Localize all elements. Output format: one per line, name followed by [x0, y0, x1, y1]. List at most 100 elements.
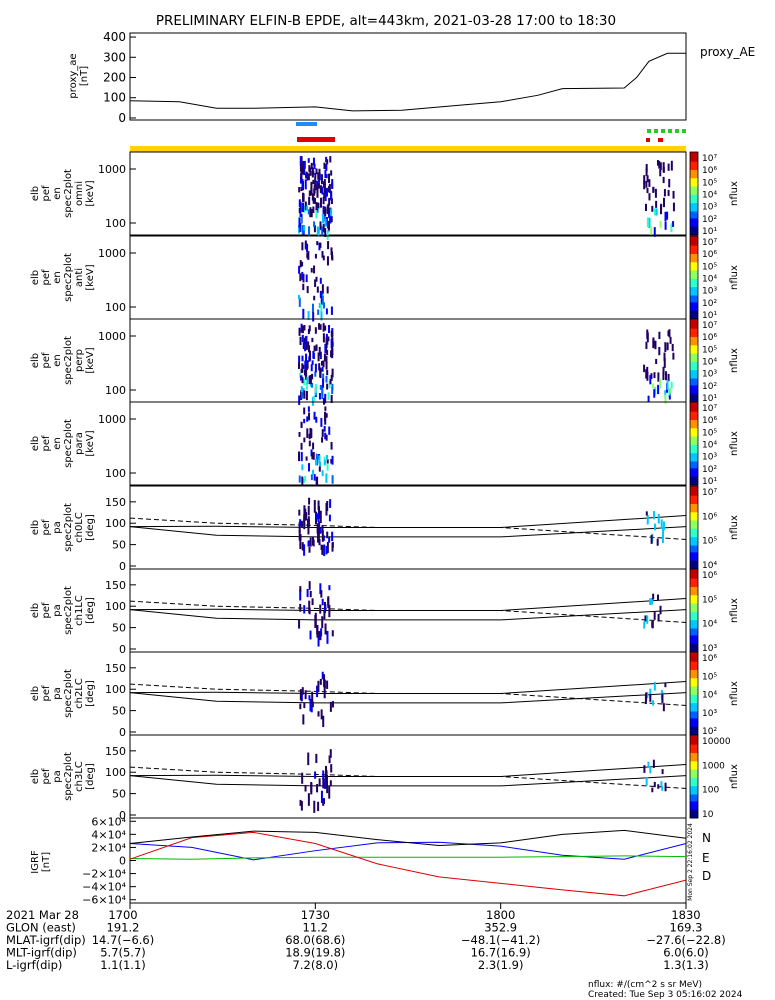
spec-pixel	[656, 160, 659, 166]
colorbar-segment	[690, 284, 698, 287]
spec-pixel	[307, 173, 310, 181]
colorbar-segment	[690, 359, 698, 361]
spec-pixel	[330, 216, 333, 223]
colorbar-tick-label: 10⁶	[702, 512, 717, 522]
colorbar-tick-label: 10⁶	[702, 654, 717, 664]
colorbar-segment	[690, 152, 698, 154]
colorbar-segment	[690, 705, 698, 708]
spec-pixel	[331, 368, 334, 378]
spec-pixel	[328, 426, 331, 435]
spec-pixel	[306, 360, 309, 369]
colorbar-segment	[690, 793, 698, 795]
spectrogram-panel: 1000 100 elb pef en spec2plot anti [keV] 10⁷ 10⁶ 1…	[30, 235, 740, 322]
colorbar-segment	[690, 557, 698, 560]
panel-ylabel-line: perp	[74, 349, 85, 372]
colorbar-segment	[690, 260, 698, 263]
colorbar-tick-label: 10⁷	[702, 321, 717, 331]
colorbar-tick-label: 10⁴	[702, 191, 717, 201]
colorbar-segment	[690, 208, 698, 211]
colorbar-segment	[690, 672, 698, 675]
pa-ytick-label: 50	[112, 705, 126, 718]
pa-pixel	[300, 520, 303, 528]
colorbar-segment	[690, 686, 698, 689]
colorbar-segment	[690, 190, 698, 193]
spec-pixel	[307, 158, 310, 163]
spec-pixel	[302, 364, 305, 369]
colorbar-segment	[690, 442, 698, 444]
colorbar-segment	[690, 667, 698, 670]
colorbar-segment	[690, 607, 698, 610]
pa-pixel	[309, 630, 312, 640]
colorbar-segment	[690, 600, 698, 603]
colorbar-segment	[690, 495, 698, 498]
colorbar-segment	[690, 715, 698, 718]
colorbar-segment	[690, 278, 698, 281]
panel-ylabel-line: elb	[30, 520, 41, 535]
spec-pixel	[651, 205, 654, 212]
colorbar-segment	[690, 531, 698, 534]
colorbar-segment	[690, 449, 698, 451]
spec-pixel	[664, 390, 667, 399]
zone-bar-green	[675, 129, 679, 133]
colorbar-segment	[690, 366, 698, 368]
colorbar-segment	[690, 371, 698, 374]
spec-pixel	[653, 227, 656, 237]
spec-pixel	[325, 473, 328, 483]
pa-pixel	[309, 537, 312, 547]
spec-pixel	[313, 225, 316, 233]
colorbar-segment	[690, 154, 698, 157]
spec-pixel	[322, 333, 325, 343]
colorbar-segment	[690, 324, 698, 327]
colorbar-tick-label: 10⁴	[702, 358, 717, 368]
colorbar-segment	[690, 683, 698, 686]
panel-ylabel-line: pef	[41, 352, 52, 369]
pa-pixel	[307, 505, 310, 516]
spec-pixel	[321, 227, 324, 236]
colorbar-segment	[690, 384, 698, 386]
colorbar-segment	[690, 526, 698, 528]
colorbar-segment	[690, 287, 698, 290]
spec-pixel	[298, 475, 301, 483]
colorbar-segment	[690, 578, 698, 581]
pa-pixel	[317, 801, 320, 812]
colorbar-segment	[690, 407, 698, 410]
panel-ylabel-line: ch2LC	[74, 678, 85, 709]
panel-ylabel-line: ch1LC	[74, 595, 85, 626]
colorbar-segment	[690, 599, 698, 602]
spec-pixel	[302, 342, 305, 350]
colorbar-segment	[690, 660, 698, 663]
igrf-ytick-label: 0	[119, 855, 126, 868]
colorbar-segment	[690, 682, 698, 685]
spec-pixel	[299, 372, 302, 378]
colorbar-segment	[690, 364, 698, 367]
pa-pixel	[328, 514, 331, 522]
colorbar-segment	[690, 712, 698, 715]
pa-pixel	[308, 546, 311, 553]
pa-pixel	[303, 605, 306, 614]
colorbar-segment	[690, 798, 698, 801]
colorbar-segment	[690, 656, 698, 659]
pa-pixel	[299, 519, 302, 527]
spec-pixel	[314, 459, 317, 466]
spec-pixel	[313, 221, 316, 228]
pa-pixel	[645, 777, 648, 786]
colorbar-segment	[690, 669, 698, 672]
pa-pixel	[646, 692, 649, 699]
spec-pixel	[312, 312, 315, 322]
colorbar-tick-label: 10¹	[702, 477, 717, 487]
colorbar-segment	[690, 291, 698, 294]
panel-ylabel-line: pef	[41, 768, 52, 785]
colorbar-segment	[690, 757, 698, 760]
spec-pixel	[303, 390, 306, 399]
spec-pixel	[667, 330, 670, 337]
spec-pixel	[317, 182, 320, 189]
zone-bar-green	[682, 129, 686, 133]
pa-pixel	[645, 692, 648, 701]
colorbar-segment	[690, 214, 698, 217]
pa-ytick-label: 0	[119, 643, 126, 656]
colorbar-segment	[690, 635, 698, 638]
colorbar-segment	[690, 292, 698, 295]
colorbar-segment	[690, 178, 698, 181]
spec-pixel	[301, 377, 304, 384]
colorbar-segment	[690, 379, 698, 382]
